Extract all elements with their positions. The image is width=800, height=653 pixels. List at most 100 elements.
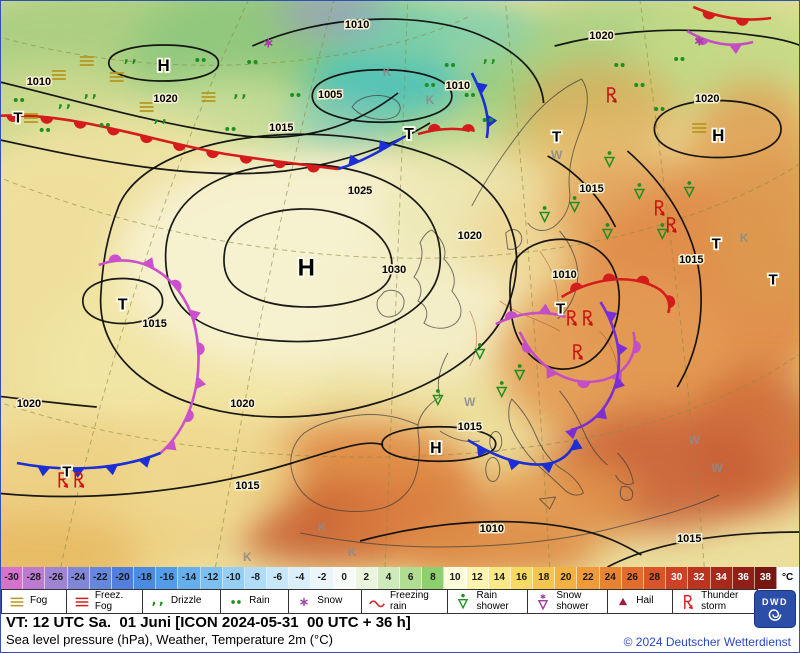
low-pressure-center: T xyxy=(712,235,721,252)
warm-front-marker xyxy=(570,282,583,292)
temp-scale-cell: 10 xyxy=(444,567,467,589)
freezing-rain-icon xyxy=(368,599,385,607)
warm-front-marker xyxy=(206,150,220,159)
isobar-value-label: 1015 xyxy=(679,254,703,266)
warm-front-marker xyxy=(667,295,676,309)
legend-item-label: Fog xyxy=(30,595,48,607)
dwd-spiral-icon xyxy=(768,608,782,621)
isobar-value-label: 1005 xyxy=(318,89,342,101)
high-pressure-center: H xyxy=(157,56,169,75)
cold-front-marker xyxy=(378,140,391,152)
warm-front-marker xyxy=(307,165,320,173)
chart-description-text: Sea level pressure (hPa), Weather, Tempe… xyxy=(6,632,333,647)
isobar-value-label: 1015 xyxy=(269,122,293,134)
drizzle-icon xyxy=(151,591,164,607)
isobar-value-label: 1025 xyxy=(348,185,372,197)
occluded-front-marker xyxy=(165,439,177,451)
isobar-value-label: 1010 xyxy=(27,76,51,88)
isobar-line xyxy=(223,208,393,308)
temp-scale-cell: -6 xyxy=(267,567,290,589)
legend-item-rain-shower: Rain shower xyxy=(447,589,529,614)
isobar-value-label: 1020 xyxy=(153,93,177,105)
valid-time-text: VT: 12 UTC Sa. 01 Juni [ICON 2024-05-31 … xyxy=(6,614,411,631)
temp-scale-cell: 28 xyxy=(643,567,667,589)
temp-scale-cell: 0 xyxy=(333,567,356,589)
isobar-line xyxy=(626,150,703,388)
temp-scale-cell: -8 xyxy=(244,567,268,589)
temp-scale-cell: 34 xyxy=(710,567,733,589)
occluded-front-marker xyxy=(577,381,591,389)
isobar-value-label: 1030 xyxy=(382,264,406,276)
isobar-value-label: 1020 xyxy=(589,30,613,42)
occluded-front-marker xyxy=(184,409,194,422)
legend-item-label: Rain shower xyxy=(476,590,509,612)
warm-front-line xyxy=(417,127,471,136)
temp-scale-cell: -22 xyxy=(89,567,112,589)
temp-scale-cell: 22 xyxy=(577,567,600,589)
temp-scale-cell: -20 xyxy=(111,567,135,589)
isobar-line xyxy=(252,18,545,104)
isobar-line xyxy=(554,29,799,47)
dwd-logo: DWD xyxy=(754,590,796,628)
cold-front-marker xyxy=(348,154,361,166)
occluded-front-marker xyxy=(538,303,552,314)
isobar-value-label: 1010 xyxy=(345,19,369,31)
cold-front-line xyxy=(470,72,490,139)
warm-front-marker xyxy=(40,116,54,124)
temperature-field-layer xyxy=(1,1,799,567)
warm-front-marker xyxy=(107,127,120,136)
isobar-line xyxy=(381,426,497,462)
warm-front-line xyxy=(560,277,671,314)
cold-front-marker xyxy=(595,407,607,420)
temp-scale-cell: -28 xyxy=(23,567,46,589)
isobar-value-label: 1020 xyxy=(17,398,41,410)
temperature-scale: -30 -28 -26 -24 -22 -20 -18 -16 -14 -12 -10 -8 -6 -4-… xyxy=(1,567,799,589)
snow-shower-icon xyxy=(538,593,549,609)
legend-item-fog: Fog xyxy=(1,589,67,614)
cold-front-line xyxy=(570,301,621,432)
low-pressure-center: T xyxy=(556,300,565,317)
pressure-centers-layer: H H H H T T T T T T T T xyxy=(12,54,780,482)
cold-front-marker xyxy=(605,310,618,323)
legend-item-label: Thunder storm xyxy=(701,590,739,612)
airmass-letter: K xyxy=(318,520,327,534)
temp-scale-cell: -24 xyxy=(67,567,90,589)
rain-shower-icon xyxy=(458,592,469,609)
legend-item-snow: Snow xyxy=(288,589,362,614)
hail-icon xyxy=(619,597,628,605)
temp-scale-cell: 20 xyxy=(555,567,578,589)
cold-front-marker xyxy=(564,428,578,440)
cold-front-marker xyxy=(571,438,583,451)
occluded-front-marker xyxy=(195,376,207,390)
low-pressure-center: T xyxy=(62,463,71,480)
copyright-text: © 2024 Deutscher Wetterdienst xyxy=(623,635,791,649)
warm-front-marker xyxy=(73,121,87,129)
high-pressure-center: H xyxy=(298,255,315,282)
temp-scale-cell: 24 xyxy=(599,567,622,589)
temp-scale-cell: 16 xyxy=(510,567,534,589)
coastline-layer xyxy=(290,78,720,548)
warm-front-marker xyxy=(273,160,287,169)
dwd-logo-text: DWD xyxy=(762,596,788,607)
warm-front-marker xyxy=(702,10,716,20)
isobar-line xyxy=(99,133,518,418)
warm-front-line xyxy=(692,5,772,21)
temp-scale-cell: 26 xyxy=(621,567,644,589)
isobar-labels-layer: 1010 1015 1020 1005 1010 1010 1020 1020 1015 1025… xyxy=(15,17,721,546)
legend-item-label: Drizzle xyxy=(170,595,202,607)
temp-scale-cell: -14 xyxy=(178,567,201,589)
temp-scale-cell: -26 xyxy=(45,567,68,589)
isobar-line xyxy=(607,531,799,567)
legend-item-rain: Rain xyxy=(220,589,290,614)
occluded-front-marker xyxy=(142,257,155,269)
warm-front-marker xyxy=(6,115,20,122)
occluded-front-marker xyxy=(504,311,518,320)
temp-scale-cell: -4 xyxy=(289,567,312,589)
occluded-front-marker xyxy=(633,340,641,354)
occluded-front-line xyxy=(495,311,566,326)
temp-scale-cell: 2 xyxy=(355,567,378,589)
isobar-line xyxy=(1,395,97,408)
isobar-line xyxy=(547,155,617,228)
isobar-value-label: 1010 xyxy=(552,269,576,281)
